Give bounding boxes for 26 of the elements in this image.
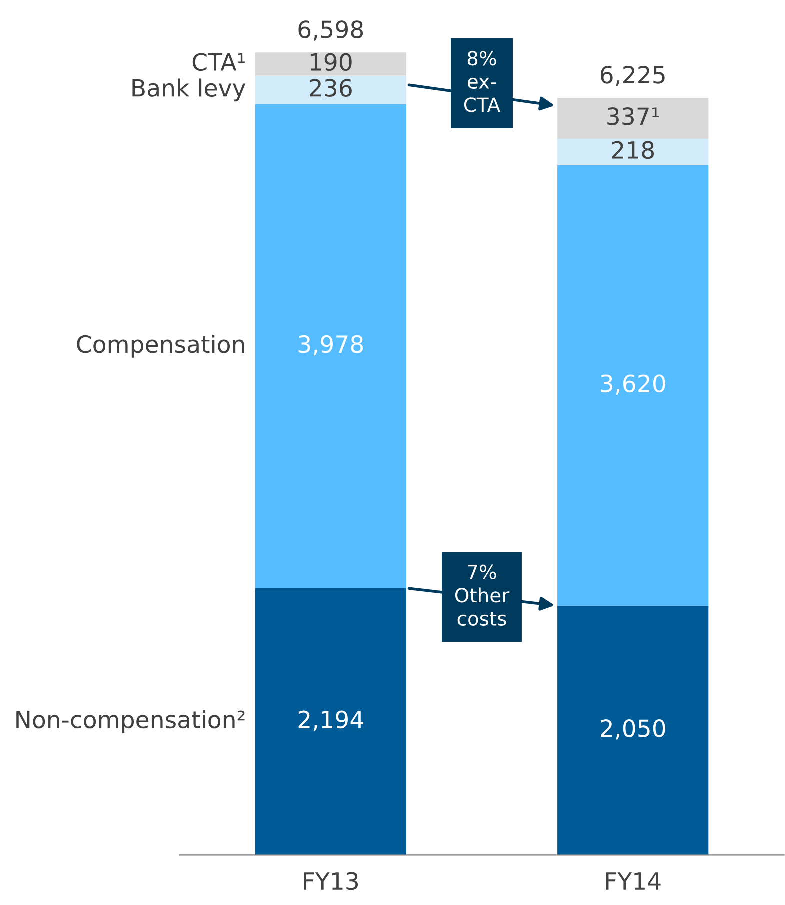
data-label: 190: [310, 53, 352, 72]
bar: [558, 98, 709, 140]
series-label: Compensation: [77, 335, 244, 358]
data-label: 3,978: [298, 335, 364, 356]
data-label: 3,620: [601, 374, 666, 395]
bar: [255, 588, 406, 856]
bar: [558, 166, 709, 606]
data-label: 218: [612, 141, 654, 160]
bar: [255, 52, 406, 76]
series-label: CTA¹: [192, 53, 245, 72]
annotation: 8% ex- CTA: [464, 51, 500, 112]
total-label: 6,598: [298, 20, 364, 41]
x-tick-label: FY14: [606, 872, 661, 890]
bar: [558, 606, 709, 856]
bar: [255, 76, 406, 104]
series-label: Non-compensation²: [16, 710, 245, 734]
annotation: 7% Other costs: [455, 564, 510, 626]
bar: [558, 139, 709, 166]
data-label: 337¹: [608, 108, 660, 126]
total-label: 6,225: [600, 66, 665, 86]
data-label: 2,050: [601, 720, 666, 740]
series-label: Bank levy: [132, 78, 246, 102]
bar: [255, 104, 406, 588]
data-label: 236: [310, 79, 352, 97]
data-label: 2,194: [298, 710, 364, 732]
x-tick-label: FY13: [304, 872, 358, 890]
